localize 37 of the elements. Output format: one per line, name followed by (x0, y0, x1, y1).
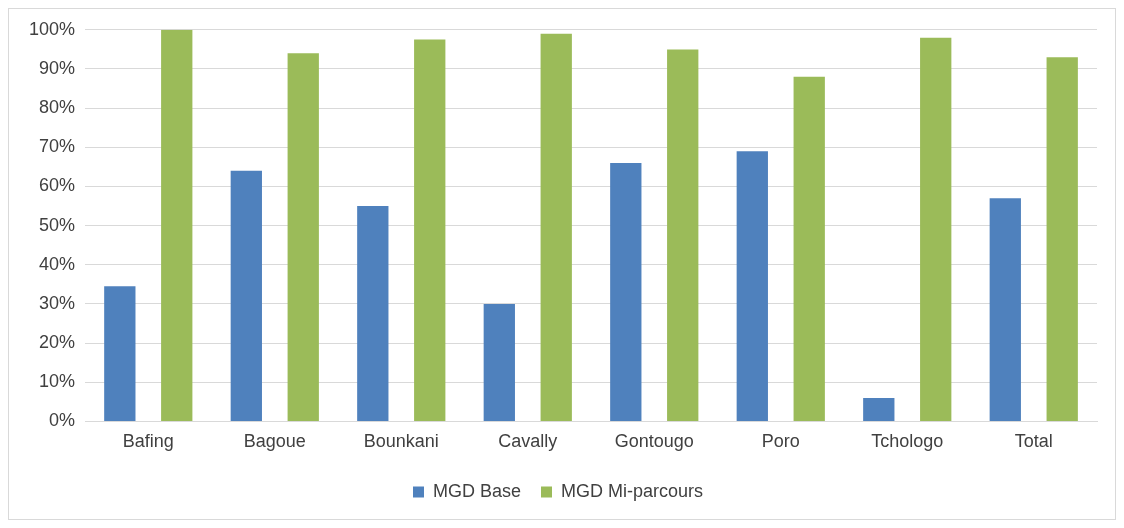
y-tick-label: 40% (39, 253, 76, 274)
y-tick-label: 10% (39, 371, 76, 392)
bar (104, 286, 136, 421)
bar (357, 206, 389, 421)
legend-label: MGD Base (432, 480, 522, 501)
bar (483, 303, 515, 421)
y-tick-label: 60% (39, 175, 76, 196)
bar (793, 76, 825, 421)
x-tick-label: Bafing (122, 431, 174, 452)
y-tick-label: 0% (49, 410, 76, 431)
y-tick-label: 100% (28, 18, 76, 39)
bar (989, 198, 1021, 421)
bar (230, 170, 262, 421)
x-tick-label: Bounkani (363, 431, 439, 452)
legend-label: MGD Mi-parcours (561, 480, 704, 501)
y-tick-label: 20% (39, 332, 76, 353)
bar (414, 39, 446, 421)
x-tick-label: Tchologo (871, 431, 944, 452)
y-tick-label: 50% (39, 214, 76, 235)
x-tick-label: Poro (761, 431, 800, 452)
bar (1046, 57, 1078, 421)
x-tick-label: Total (1014, 431, 1053, 452)
x-tick-label: Cavally (498, 431, 558, 452)
y-tick-label: 80% (39, 97, 76, 118)
x-tick-label: Bagoue (243, 431, 306, 452)
bar (610, 162, 642, 421)
bar (667, 49, 699, 421)
bar (287, 53, 319, 421)
x-tick-label: Gontougo (614, 431, 694, 452)
bar (920, 37, 952, 421)
bar (863, 397, 895, 421)
y-tick-label: 70% (39, 136, 76, 157)
y-tick-label: 90% (39, 57, 76, 78)
y-tick-label: 30% (39, 292, 76, 313)
bar (736, 151, 768, 421)
bar (540, 33, 572, 421)
bar (161, 29, 193, 421)
